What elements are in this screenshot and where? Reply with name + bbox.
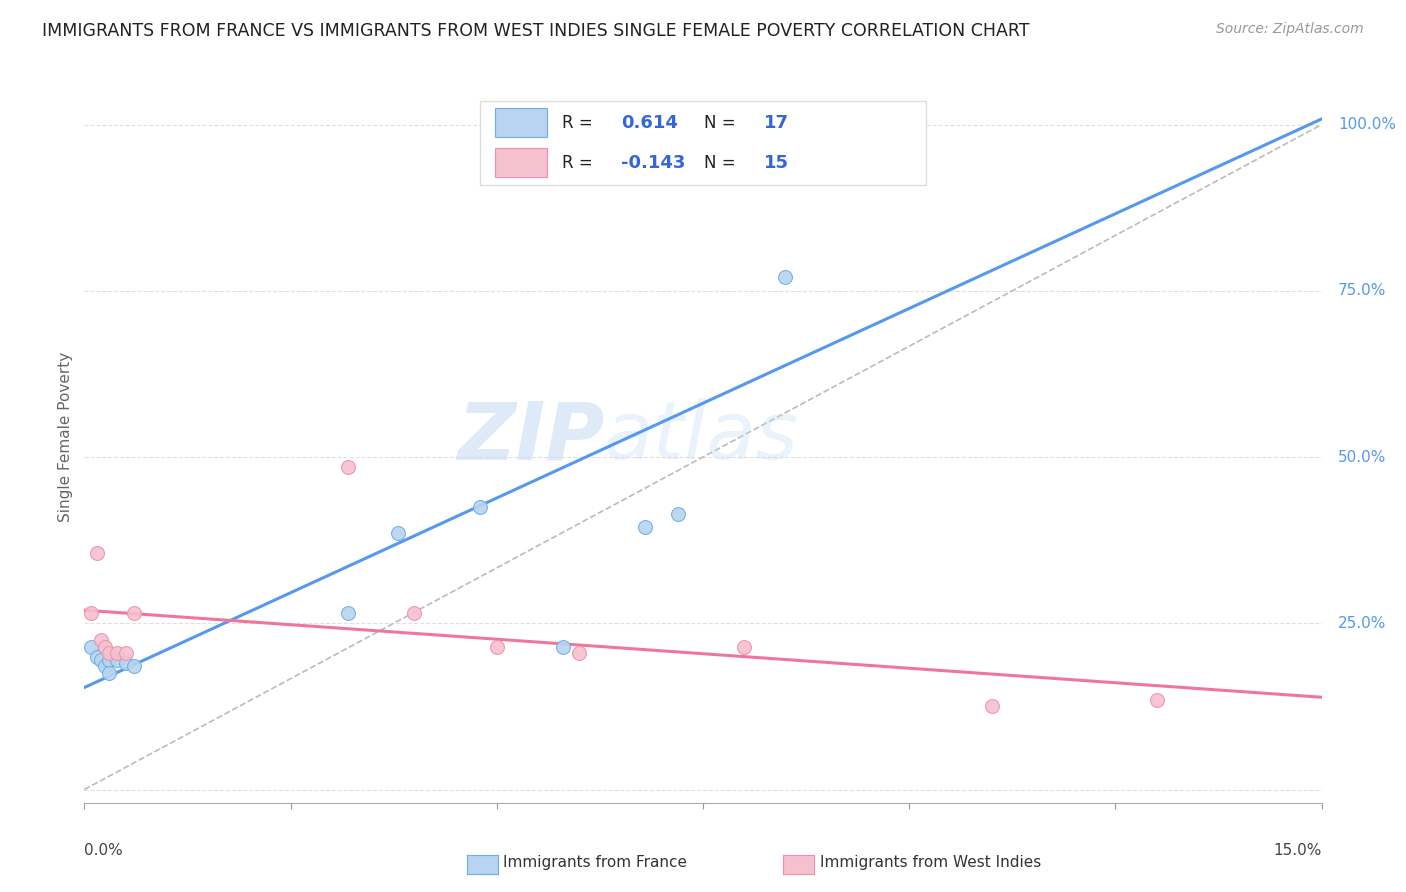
Point <box>775 270 797 285</box>
Point <box>90 632 112 647</box>
Text: Immigrants from France: Immigrants from France <box>503 855 688 870</box>
Point <box>733 640 755 654</box>
Text: N =: N = <box>704 153 741 172</box>
Point <box>98 666 121 681</box>
Point <box>470 500 492 514</box>
Point <box>666 507 689 521</box>
Text: 100.0%: 100.0% <box>1339 117 1396 132</box>
Point <box>105 653 128 667</box>
Text: 75.0%: 75.0% <box>1339 284 1386 298</box>
Text: Source: ZipAtlas.com: Source: ZipAtlas.com <box>1216 22 1364 37</box>
Point <box>98 646 121 660</box>
Point <box>337 460 360 475</box>
Point <box>122 659 145 673</box>
Point <box>568 646 591 660</box>
Point <box>98 653 121 667</box>
Point <box>114 646 136 660</box>
Text: N =: N = <box>704 113 741 131</box>
Text: 0.614: 0.614 <box>621 113 678 131</box>
Point <box>90 653 112 667</box>
Point <box>1146 692 1168 706</box>
Text: -0.143: -0.143 <box>621 153 686 172</box>
Point <box>485 640 508 654</box>
Point <box>80 607 103 621</box>
FancyBboxPatch shape <box>481 101 925 185</box>
Point <box>94 659 117 673</box>
Point <box>551 640 574 654</box>
FancyBboxPatch shape <box>495 148 547 178</box>
Text: 15.0%: 15.0% <box>1274 843 1322 858</box>
Point <box>815 144 838 158</box>
Text: 0.0%: 0.0% <box>84 843 124 858</box>
Point <box>86 649 108 664</box>
Text: R =: R = <box>562 153 598 172</box>
Text: 17: 17 <box>763 113 789 131</box>
Y-axis label: Single Female Poverty: Single Female Poverty <box>58 352 73 522</box>
Point <box>404 607 426 621</box>
Text: ZIP: ZIP <box>457 398 605 476</box>
Point <box>337 607 360 621</box>
Point <box>122 607 145 621</box>
Point <box>634 520 657 534</box>
Point <box>105 646 128 660</box>
Point <box>114 656 136 670</box>
Text: Immigrants from West Indies: Immigrants from West Indies <box>820 855 1040 870</box>
Text: R =: R = <box>562 113 598 131</box>
Point <box>94 640 117 654</box>
Text: 50.0%: 50.0% <box>1339 450 1386 465</box>
Text: atlas: atlas <box>605 398 799 476</box>
Point <box>980 699 1002 714</box>
Text: IMMIGRANTS FROM FRANCE VS IMMIGRANTS FROM WEST INDIES SINGLE FEMALE POVERTY CORR: IMMIGRANTS FROM FRANCE VS IMMIGRANTS FRO… <box>42 22 1029 40</box>
Text: 15: 15 <box>763 153 789 172</box>
FancyBboxPatch shape <box>495 108 547 137</box>
Point <box>387 526 409 541</box>
Text: 25.0%: 25.0% <box>1339 615 1386 631</box>
Point <box>80 640 103 654</box>
Point <box>86 546 108 560</box>
